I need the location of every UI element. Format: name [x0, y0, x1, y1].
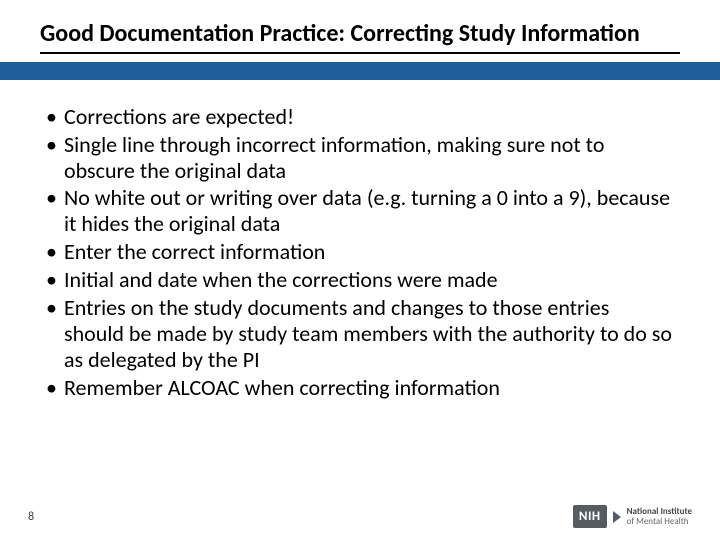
- bullet-dot-icon: •: [46, 185, 64, 237]
- list-item: •Initial and date when the corrections w…: [46, 267, 674, 293]
- page-number: 8: [28, 510, 34, 524]
- bullet-text: Remember ALCOAC when correcting informat…: [64, 375, 674, 401]
- nih-logo-text: National Institute of Mental Health: [627, 507, 692, 526]
- bullet-text: No white out or writing over data (e.g. …: [64, 185, 674, 237]
- bullet-dot-icon: •: [46, 375, 64, 401]
- nih-badge: NIH: [573, 505, 607, 528]
- list-item: •Entries on the study documents and chan…: [46, 295, 674, 373]
- nih-text-line2: of Mental Health: [627, 517, 692, 526]
- slide-title: Good Documentation Practice: Correcting …: [40, 20, 680, 54]
- slide: Good Documentation Practice: Correcting …: [0, 0, 720, 540]
- list-item: •Remember ALCOAC when correcting informa…: [46, 375, 674, 401]
- chevron-right-icon: [613, 511, 621, 523]
- bullet-dot-icon: •: [46, 104, 64, 130]
- bullet-list: •Corrections are expected! •Single line …: [40, 104, 680, 401]
- slide-footer: 8 NIH National Institute of Mental Healt…: [28, 505, 692, 528]
- bullet-text: Entries on the study documents and chang…: [64, 295, 674, 373]
- list-item: •Corrections are expected!: [46, 104, 674, 130]
- bullet-text: Enter the correct information: [64, 239, 674, 265]
- list-item: •No white out or writing over data (e.g.…: [46, 185, 674, 237]
- bullet-dot-icon: •: [46, 295, 64, 373]
- bullet-text: Single line through incorrect informatio…: [64, 132, 674, 184]
- title-underline-bar: [0, 62, 720, 80]
- bullet-text: Initial and date when the corrections we…: [64, 267, 674, 293]
- list-item: •Enter the correct information: [46, 239, 674, 265]
- bullet-dot-icon: •: [46, 267, 64, 293]
- nih-logo: NIH National Institute of Mental Health: [573, 505, 692, 528]
- list-item: •Single line through incorrect informati…: [46, 132, 674, 184]
- bullet-dot-icon: •: [46, 239, 64, 265]
- bullet-dot-icon: •: [46, 132, 64, 184]
- bullet-text: Corrections are expected!: [64, 104, 674, 130]
